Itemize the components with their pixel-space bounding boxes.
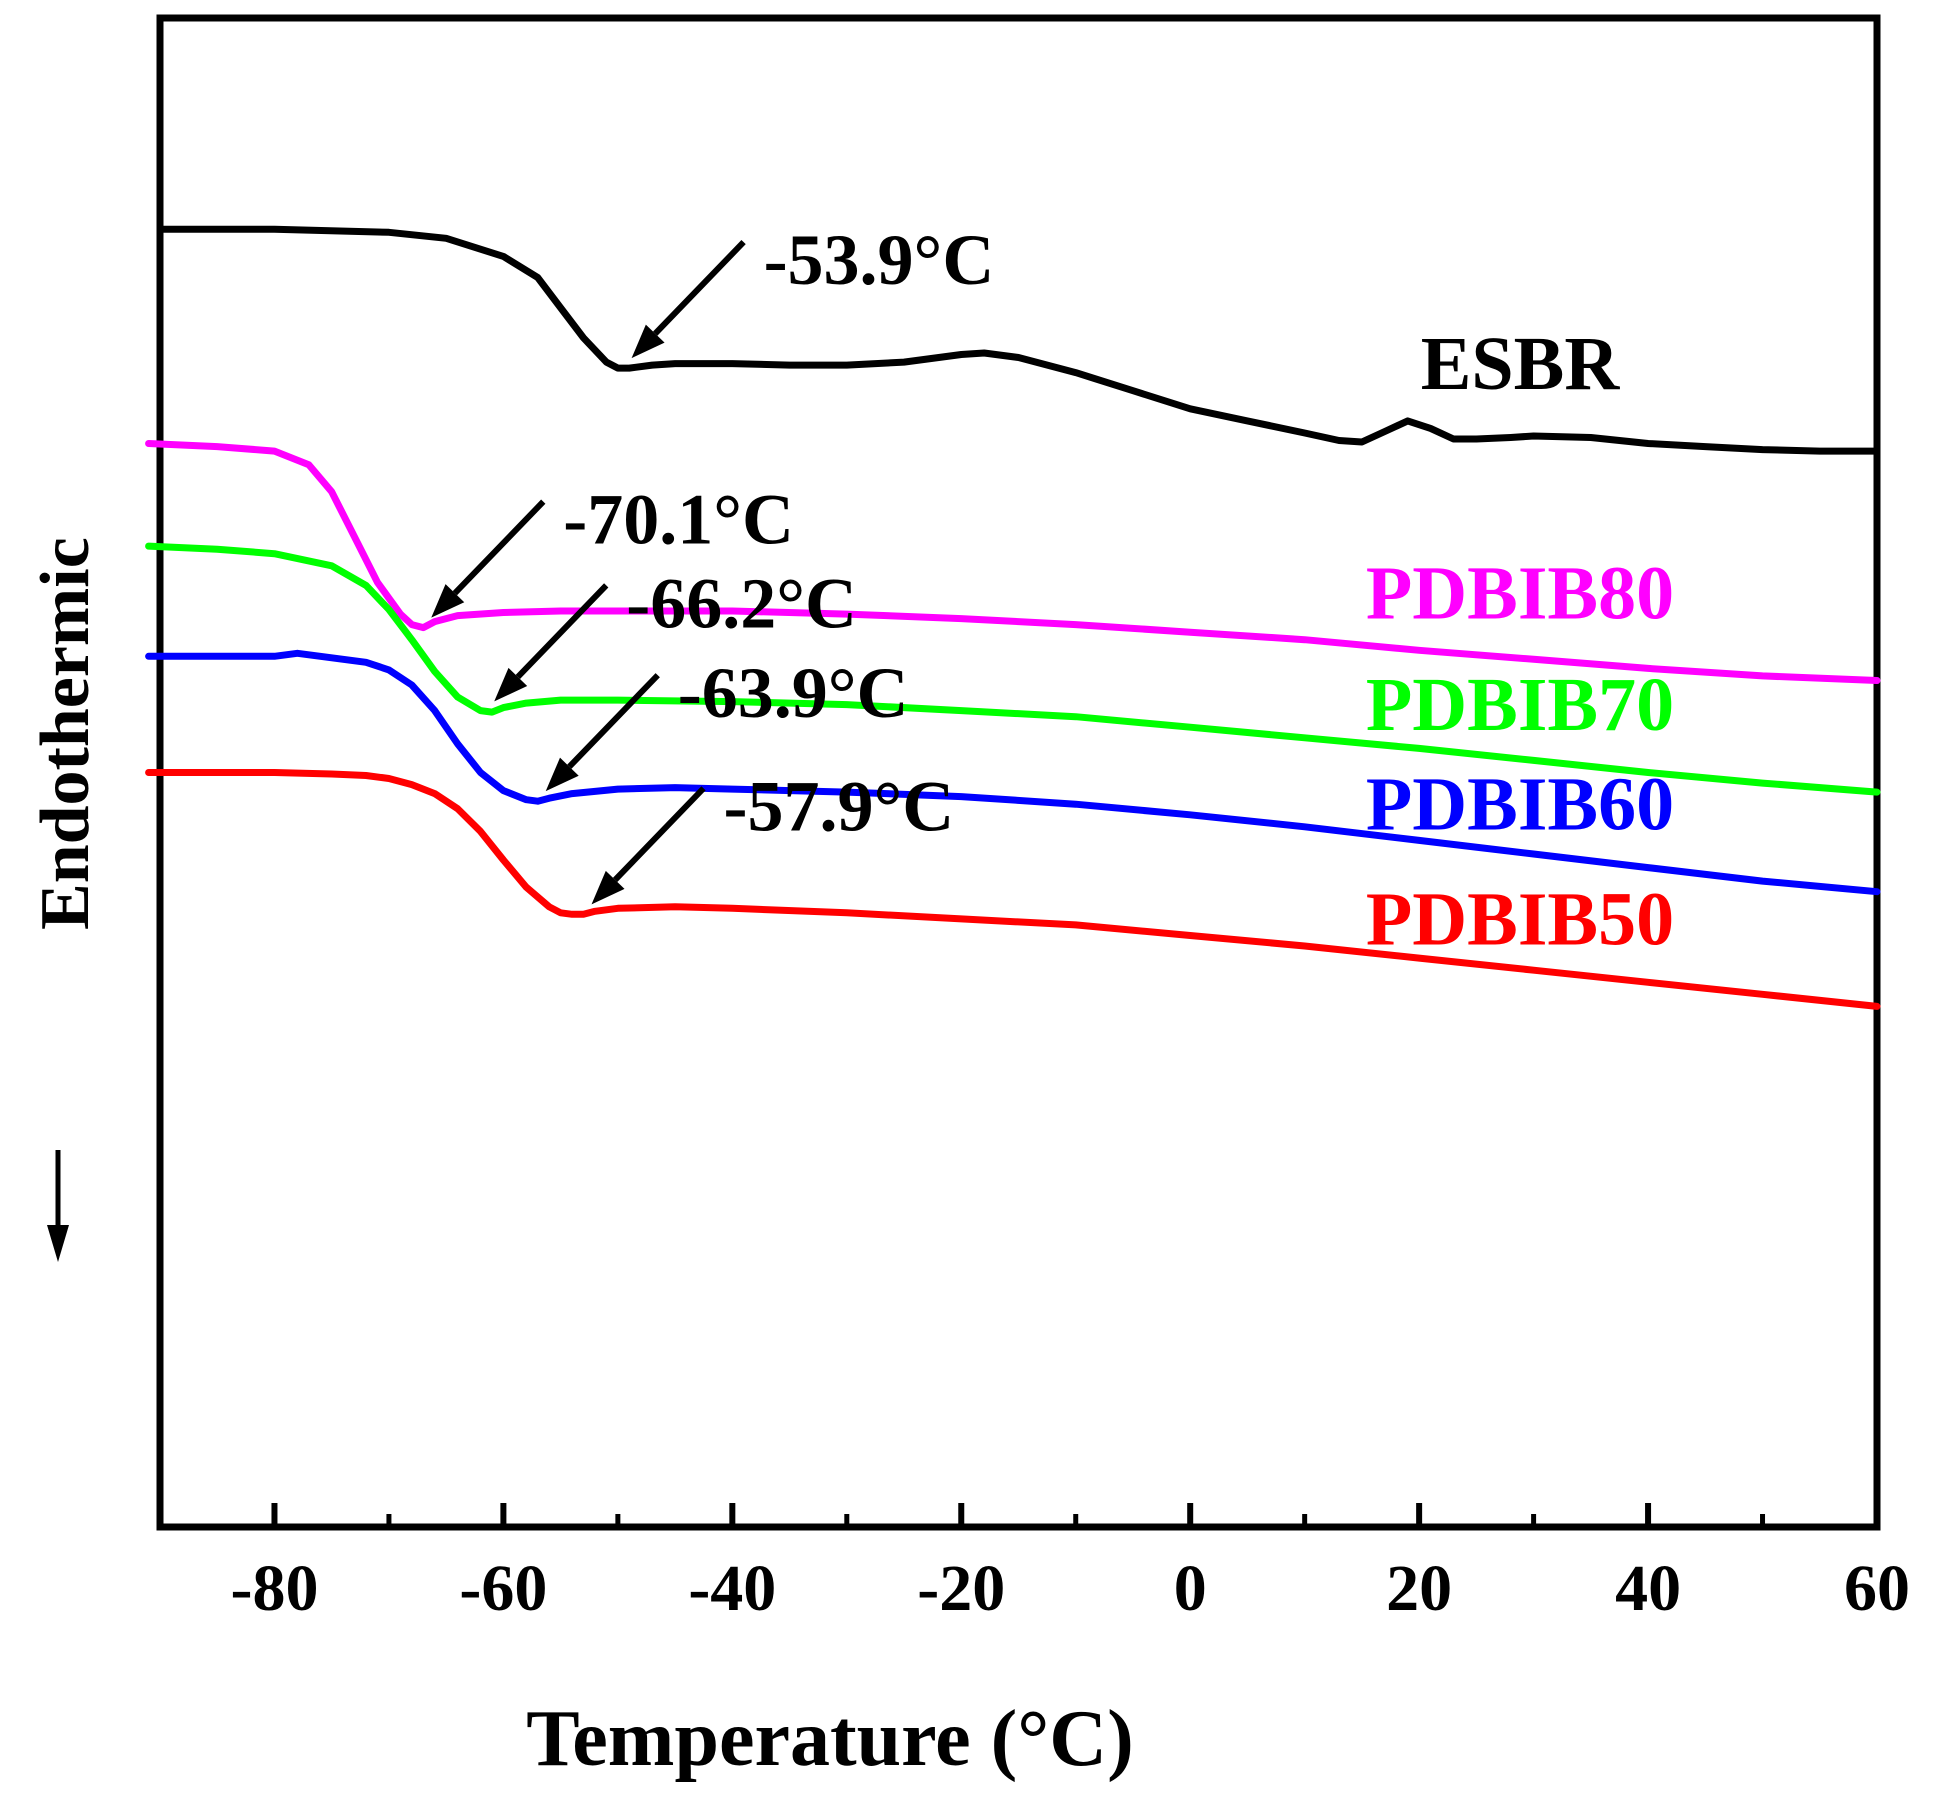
arrow-head-icon (545, 757, 579, 792)
arrow-head-icon (494, 667, 528, 702)
tg-label-pdbib80: -70.1°C (563, 480, 794, 560)
y-axis-direction-arrow (47, 1150, 69, 1262)
series-label-pdbib60: PDBIB60 (1366, 763, 1674, 847)
arrow-head-icon (431, 584, 465, 618)
axes: -80 -60 -40 -20 0 20 40 60 (156, 14, 1910, 1625)
series-line-esbr (156, 225, 1881, 455)
arrow-head-icon (631, 324, 665, 359)
x-tick-label: -80 (230, 1552, 318, 1625)
tg-arrow-pdbib60 (545, 673, 660, 792)
arrow-head-icon (591, 870, 625, 905)
tg-arrow-shaft (653, 240, 746, 336)
x-axis-label: Temperature (°C) (526, 1695, 1133, 1783)
series-line-pdbib50 (145, 769, 1881, 1010)
annotations: -53.9°C ESBR -70.1°C PDBIB80 -66.2°C PDBIB70 -… (431, 220, 1674, 961)
tg-label-pdbib70: -66.2°C (626, 563, 857, 643)
tg-arrow-pdbib50 (591, 786, 706, 905)
x-tick-label: 20 (1386, 1552, 1452, 1625)
series-line-pdbib80 (145, 440, 1881, 684)
tg-arrow-esbr (631, 240, 746, 359)
down-arrow-icon (47, 1225, 69, 1262)
series-layer (145, 225, 1881, 1010)
x-tick-label: -20 (917, 1552, 1005, 1625)
x-tick-label: -60 (459, 1552, 547, 1625)
y-axis-label-group: Endothermic (27, 537, 104, 930)
series-line-pdbib70 (145, 542, 1881, 796)
x-tick-label: -40 (688, 1552, 776, 1625)
tg-label-pdbib60: -63.9°C (678, 653, 909, 733)
series-line-pdbib60 (145, 649, 1881, 896)
x-tick-label: 60 (1844, 1552, 1910, 1625)
y-axis-label: Endothermic (27, 537, 104, 930)
tg-label-pdbib50: -57.9°C (724, 766, 955, 846)
series-label-pdbib80: PDBIB80 (1366, 551, 1674, 635)
series-label-pdbib50: PDBIB50 (1366, 877, 1674, 961)
series-label-pdbib70: PDBIB70 (1366, 663, 1674, 747)
tg-arrow-shaft (515, 583, 609, 680)
tg-arrow-shaft (567, 673, 660, 769)
x-tick-label: 0 (1174, 1552, 1207, 1625)
series-label-esbr: ESBR (1421, 322, 1621, 406)
tg-arrow-shaft (452, 499, 546, 596)
x-tick-label: 40 (1615, 1552, 1681, 1625)
tg-arrow-pdbib70 (494, 583, 609, 702)
tg-arrow-pdbib80 (431, 499, 546, 618)
tg-label-esbr: -53.9°C (764, 220, 995, 300)
tg-arrow-shaft (612, 786, 706, 882)
